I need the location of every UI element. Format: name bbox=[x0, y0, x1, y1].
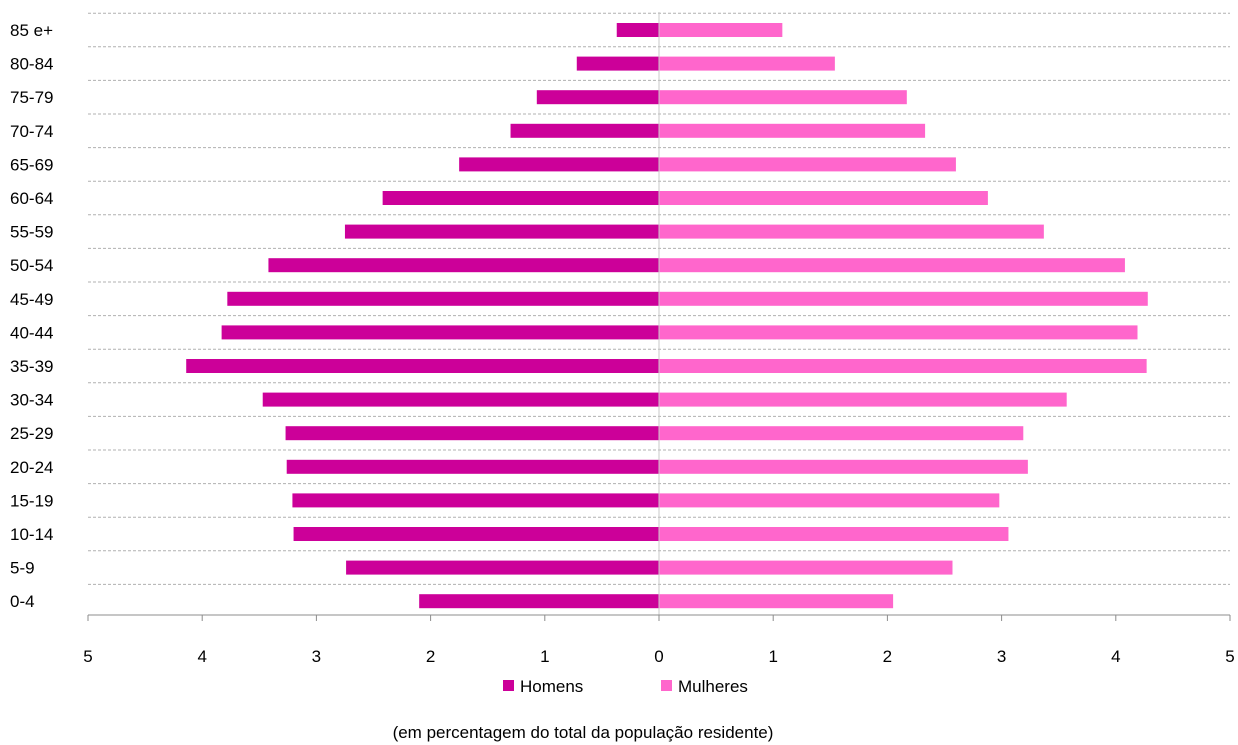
y-tick-label: 10-14 bbox=[10, 525, 53, 544]
bar-mulheres-80-84 bbox=[659, 56, 835, 71]
bar-mulheres-40-44 bbox=[659, 325, 1138, 340]
legend-swatch-mulheres bbox=[661, 680, 672, 691]
bar-mulheres-65-69 bbox=[659, 157, 956, 172]
bar-homens-55-59 bbox=[344, 224, 659, 239]
bar-homens-70-74 bbox=[510, 123, 659, 138]
x-tick-label: 5 bbox=[1225, 647, 1234, 666]
x-tick-label: 2 bbox=[883, 647, 892, 666]
y-tick-label: 75-79 bbox=[10, 88, 53, 107]
bar-homens-65-69 bbox=[459, 157, 659, 172]
y-tick-label: 40-44 bbox=[10, 323, 53, 342]
bar-homens-5-9 bbox=[346, 560, 659, 575]
bar-homens-50-54 bbox=[268, 258, 659, 273]
bar-mulheres-35-39 bbox=[659, 359, 1147, 373]
bar-homens-20-24 bbox=[286, 459, 659, 474]
bar-homens-15-19 bbox=[292, 493, 659, 508]
x-tick-label: 4 bbox=[1111, 647, 1120, 666]
bar-mulheres-85e+ bbox=[659, 23, 783, 37]
bar-mulheres-45-49 bbox=[659, 291, 1148, 306]
legend-label-mulheres: Mulheres bbox=[678, 677, 748, 696]
x-tick-label: 3 bbox=[312, 647, 321, 666]
x-tick-label: 1 bbox=[768, 647, 777, 666]
bar-homens-80-84 bbox=[576, 56, 659, 71]
bar-mulheres-50-54 bbox=[659, 258, 1125, 273]
chart-caption: (em percentagem do total da população re… bbox=[393, 723, 774, 742]
legend-swatch-homens bbox=[503, 680, 514, 691]
bar-homens-40-44 bbox=[221, 325, 659, 340]
y-tick-label: 55-59 bbox=[10, 223, 53, 242]
y-tick-label: 15-19 bbox=[10, 491, 53, 510]
y-tick-label: 80-84 bbox=[10, 55, 53, 74]
y-tick-label: 85 e+ bbox=[10, 21, 53, 40]
bar-mulheres-75-79 bbox=[659, 90, 907, 105]
legend: Homens Mulheres bbox=[503, 677, 748, 696]
bar-mulheres-0-4 bbox=[659, 594, 894, 609]
y-tick-label: 20-24 bbox=[10, 458, 53, 477]
x-tick-label: 0 bbox=[654, 647, 663, 666]
bar-mulheres-15-19 bbox=[659, 493, 1000, 508]
y-tick-label: 65-69 bbox=[10, 155, 53, 174]
bar-homens-0-4 bbox=[419, 594, 659, 609]
x-tick-label: 2 bbox=[426, 647, 435, 666]
bars bbox=[186, 23, 1148, 609]
y-tick-label: 5-9 bbox=[10, 559, 35, 578]
y-tick-label: 45-49 bbox=[10, 290, 53, 309]
bar-mulheres-70-74 bbox=[659, 123, 926, 138]
bar-mulheres-60-64 bbox=[659, 191, 988, 205]
bar-mulheres-30-34 bbox=[659, 392, 1067, 407]
y-tick-label: 30-34 bbox=[10, 391, 53, 410]
bar-homens-35-39 bbox=[186, 359, 659, 373]
bar-homens-30-34 bbox=[262, 392, 659, 407]
bar-homens-45-49 bbox=[227, 291, 659, 306]
bar-mulheres-55-59 bbox=[659, 224, 1044, 239]
x-tick-label: 4 bbox=[197, 647, 206, 666]
bar-mulheres-25-29 bbox=[659, 426, 1024, 441]
x-tick-label: 1 bbox=[540, 647, 549, 666]
legend-label-homens: Homens bbox=[520, 677, 583, 696]
y-tick-label: 70-74 bbox=[10, 122, 53, 141]
y-axis-tick-labels: 0-4 5-9 10-14 15-19 20-24 25-29 30-34 35-39 40-4… bbox=[10, 21, 53, 611]
y-tick-label: 25-29 bbox=[10, 424, 53, 443]
y-tick-label: 60-64 bbox=[10, 189, 53, 208]
bar-mulheres-5-9 bbox=[659, 560, 953, 575]
x-tick-label: 5 bbox=[83, 647, 92, 666]
y-tick-label: 0-4 bbox=[10, 592, 35, 611]
bar-mulheres-10-14 bbox=[659, 527, 1009, 541]
bar-homens-75-79 bbox=[536, 90, 659, 105]
bar-mulheres-20-24 bbox=[659, 459, 1028, 474]
bar-homens-10-14 bbox=[293, 527, 659, 541]
bar-homens-25-29 bbox=[285, 426, 659, 441]
x-tick-label: 3 bbox=[997, 647, 1006, 666]
y-tick-label: 50-54 bbox=[10, 256, 53, 275]
y-tick-label: 35-39 bbox=[10, 357, 53, 376]
bar-homens-60-64 bbox=[382, 191, 659, 205]
bar-homens-85e+ bbox=[616, 23, 659, 37]
x-axis-ticks: 5 4 3 2 1 0 1 2 3 4 5 bbox=[83, 615, 1235, 666]
